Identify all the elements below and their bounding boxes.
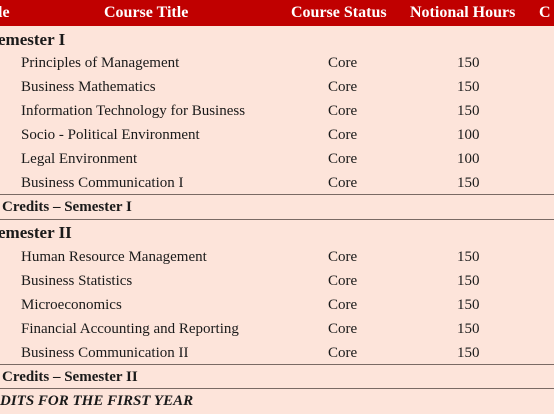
table-row: Principles of Management Core 150 [0,52,554,76]
course-status: Core [328,151,358,167]
course-hours: 150 [457,103,480,119]
course-hours: 150 [457,345,480,361]
course-title: Business Mathematics [21,79,156,95]
course-title: Legal Environment [21,151,138,167]
table-row: Financial Accounting and Reporting Core … [0,318,554,342]
header-notional-hours: Notional Hours [410,4,516,21]
course-status: Core [328,249,358,265]
course-hours: 150 [457,297,480,313]
course-hours: 100 [457,151,480,167]
table-row: Information Technology for Business Core… [0,100,554,124]
semester-heading: emester I [0,28,554,52]
course-hours: 150 [457,175,480,191]
row-divider [0,364,554,365]
semester-heading: emester II [0,221,554,245]
table-row: Microeconomics Core 150 [0,294,554,318]
semester-label: emester II [0,223,72,242]
semester-total-label: Credits – Semester II [2,369,138,385]
course-title: Microeconomics [21,297,122,313]
header-credits: C [539,4,551,21]
header-code: le [0,4,10,21]
course-title: Financial Accounting and Reporting [21,321,239,337]
table-row: Socio - Political Environment Core 100 [0,124,554,148]
course-hours: 150 [457,249,480,265]
course-title: Human Resource Management [21,249,207,265]
row-divider [0,388,554,389]
course-status: Core [328,103,358,119]
table-header: le Course Title Course Status Notional H… [0,0,554,26]
course-title: Business Communication II [21,345,189,361]
semester-total-row: Credits – Semester II [0,366,554,390]
course-hours: 150 [457,321,480,337]
course-hours: 150 [457,79,480,95]
row-divider [0,194,554,195]
course-status: Core [328,297,358,313]
course-title: Business Statistics [21,273,133,289]
header-course-title: Course Title [104,4,189,21]
grand-total-row: DITS FOR THE FIRST YEAR [0,390,554,414]
semester-label: emester I [0,30,66,49]
course-status: Core [328,127,358,143]
course-status: Core [328,55,358,71]
course-title: Socio - Political Environment [21,127,200,143]
course-title: Business Communication I [21,175,184,191]
course-status: Core [328,79,358,95]
course-hours: 150 [457,273,480,289]
course-hours: 100 [457,127,480,143]
course-hours: 150 [457,55,480,71]
table-row: Business Mathematics Core 150 [0,76,554,100]
table-row: Business Communication I Core 150 [0,172,554,196]
table-row: Legal Environment Core 100 [0,148,554,172]
course-status: Core [328,175,358,191]
header-course-status: Course Status [291,4,387,21]
semester-total-row: Credits – Semester I [0,196,554,220]
grand-total-label: DITS FOR THE FIRST YEAR [0,393,194,409]
table-row: Business Communication II Core 150 [0,342,554,366]
course-status: Core [328,273,358,289]
course-status: Core [328,345,358,361]
course-status: Core [328,321,358,337]
semester-total-label: Credits – Semester I [2,199,132,215]
course-title: Information Technology for Business [21,103,246,119]
row-divider [0,219,554,220]
course-title: Principles of Management [21,55,180,71]
table-row: Business Statistics Core 150 [0,270,554,294]
table-row: Human Resource Management Core 150 [0,246,554,270]
